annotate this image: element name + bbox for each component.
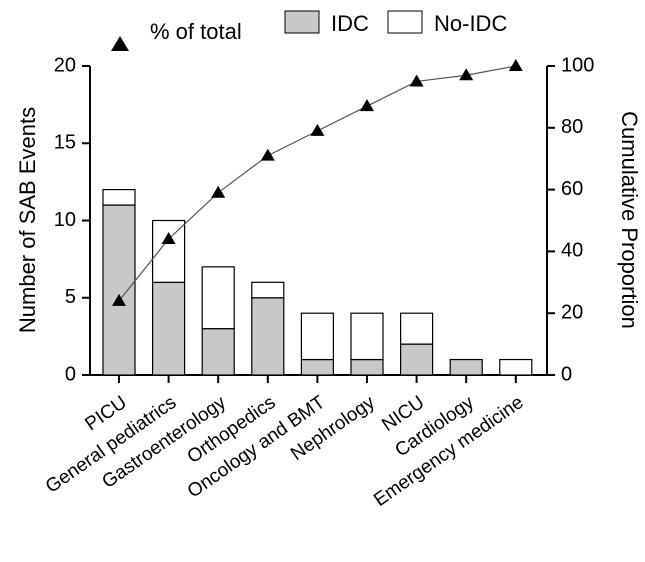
cumulative-point bbox=[310, 123, 325, 136]
legend-swatch-idc bbox=[284, 10, 320, 34]
right-axis-ticks: 0 20 40 60 80 100 bbox=[547, 54, 594, 385]
legend-label-no-idc: No-IDC bbox=[434, 11, 507, 36]
left-axis-ticks: 0 5 10 15 20 bbox=[54, 54, 90, 385]
bar-no-idc bbox=[400, 312, 434, 345]
y-tick-label: 10 bbox=[54, 209, 76, 231]
bar-idc bbox=[102, 204, 136, 376]
bar-idc bbox=[449, 358, 483, 376]
y2-axis-title: Cumulative Proportion bbox=[617, 111, 642, 329]
bar-idc bbox=[251, 297, 285, 376]
legend-label-percent: % of total bbox=[150, 19, 242, 44]
cumulative-point bbox=[508, 59, 523, 71]
legend-swatch-no-idc bbox=[387, 10, 423, 34]
cumulative-point bbox=[360, 99, 374, 112]
y-axis-title: Number of SAB Events bbox=[15, 107, 40, 333]
y2-tick-label: 60 bbox=[561, 178, 583, 200]
x-axis-ticks bbox=[118, 375, 517, 383]
cumulative-point bbox=[161, 232, 176, 245]
bar-no-idc bbox=[350, 312, 384, 361]
y2-tick-label: 20 bbox=[561, 301, 583, 323]
y2-tick-label: 100 bbox=[561, 54, 594, 76]
bars bbox=[102, 189, 533, 376]
y-tick-label: 0 bbox=[65, 363, 76, 385]
y-tick-label: 15 bbox=[54, 132, 76, 154]
y-tick-label: 5 bbox=[65, 286, 76, 308]
bar-idc bbox=[350, 358, 384, 376]
cumulative-line bbox=[112, 59, 523, 306]
bar-no-idc bbox=[201, 266, 235, 330]
bar-no-idc bbox=[499, 358, 533, 376]
bar-no-idc bbox=[102, 189, 136, 206]
bar-no-idc bbox=[300, 312, 334, 361]
legend-marker-percent bbox=[111, 36, 129, 51]
legend: % of total IDC No-IDC bbox=[111, 10, 507, 51]
bar-no-idc bbox=[152, 219, 186, 283]
cumulative-point bbox=[409, 74, 424, 87]
y2-tick-label: 80 bbox=[561, 116, 583, 138]
cumulative-point bbox=[459, 68, 474, 81]
y2-tick-label: 40 bbox=[561, 240, 583, 262]
cumulative-point bbox=[260, 148, 275, 161]
bar-idc bbox=[152, 281, 186, 376]
legend-label-idc: IDC bbox=[331, 11, 369, 36]
bar-no-idc bbox=[251, 281, 285, 299]
cumulative-point bbox=[112, 293, 126, 306]
y-tick-label: 20 bbox=[54, 54, 76, 76]
y2-tick-label: 0 bbox=[561, 363, 572, 385]
bar-idc bbox=[400, 343, 434, 376]
cumulative-point bbox=[211, 185, 226, 198]
bar-idc bbox=[201, 328, 235, 376]
bar-idc bbox=[300, 358, 334, 376]
